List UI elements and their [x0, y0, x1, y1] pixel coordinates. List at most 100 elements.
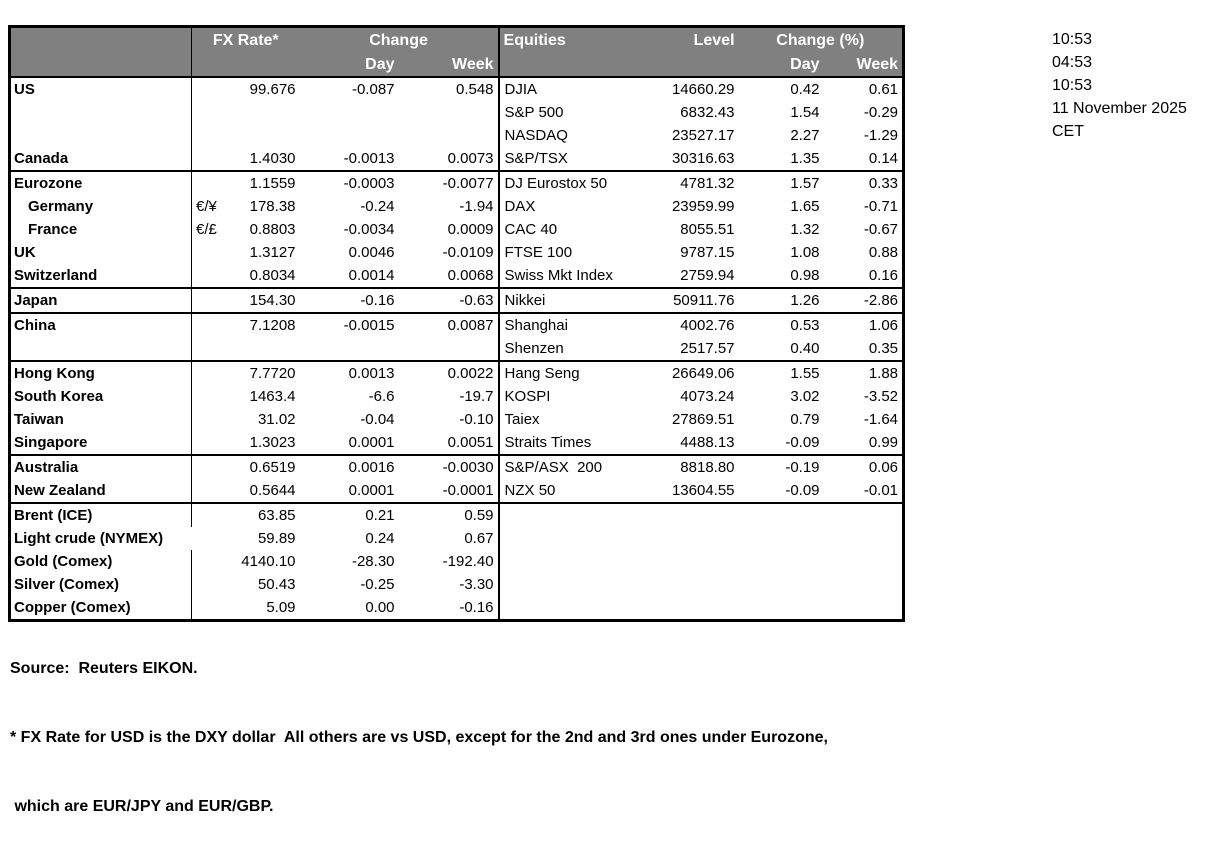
fx-week-change: -0.0001 — [442, 482, 494, 499]
equity-level: 30316.63 — [671, 150, 735, 167]
fx-pair-symbol — [191, 479, 228, 503]
fx-week-change — [399, 337, 499, 361]
equity-name: Swiss Mkt Index — [497, 264, 642, 288]
row-label: Brent (ICE) — [9, 502, 192, 527]
equity-day-change: 1.08 — [790, 244, 820, 261]
equity-week-change: 0.16 — [868, 267, 899, 284]
fx-rate-value: 1463.4 — [249, 388, 296, 405]
fx-day-change: -0.16 — [299, 287, 399, 313]
fx-rate-value: 7.1208 — [227, 312, 300, 337]
fx-week-change: 0.67 — [464, 530, 494, 547]
fx-day-change: -0.0015 — [299, 312, 399, 337]
level-header: Level — [641, 26, 739, 52]
equity-name: KOSPI — [497, 385, 642, 408]
fx-rate-value: 31.02 — [257, 411, 296, 428]
fx-pair-symbol — [191, 170, 228, 195]
equity-week-change: 0.35 — [868, 340, 899, 357]
equity-day-change: 1.35 — [790, 150, 820, 167]
fx-rate-header: FX Rate* — [190, 26, 300, 52]
fx-week-change: -0.0077 — [398, 170, 499, 195]
source-note: Source: Reuters EIKON. — [10, 660, 198, 677]
fx-rate-value — [228, 337, 300, 361]
table-row: Copper (Comex) 5.09 0.00 -0.16 — [10, 596, 904, 621]
equity-name — [497, 527, 642, 550]
fx-week-change — [399, 124, 499, 147]
fx-day-change: 0.21 — [299, 502, 399, 527]
equity-level: 8818.80 — [641, 454, 739, 479]
equity-name: S&P 500 — [497, 101, 642, 124]
fx-day-change: -0.25 — [360, 576, 395, 593]
market-report: FX Rate* Change Equities Level Change (%… — [8, 25, 906, 622]
equity-week-change — [824, 527, 904, 550]
equity-week-change: -1.29 — [863, 127, 899, 144]
equity-level: 50911.76 — [641, 287, 739, 313]
equity-level — [642, 527, 739, 550]
equity-day-change: -0.09 — [785, 434, 820, 451]
equity-day-change — [739, 527, 824, 550]
equity-week-change: -2.86 — [823, 287, 904, 313]
timestamp-line: 10:53 — [1052, 31, 1093, 48]
fx-pair-symbol — [191, 337, 228, 361]
timestamp-line: 04:53 — [1052, 54, 1093, 71]
equity-level: 2759.94 — [680, 267, 735, 284]
fx-note-line1: * FX Rate for USD is the DXY dollar All … — [10, 729, 828, 746]
equity-week-change: 0.33 — [823, 170, 904, 195]
fx-pair-symbol — [191, 573, 228, 596]
equity-level — [642, 550, 739, 573]
equity-day-change — [739, 550, 824, 573]
fx-day-change: 0.00 — [365, 599, 395, 616]
equity-week-change — [824, 596, 904, 621]
equity-day-header: Day — [738, 52, 824, 78]
fx-day-header: Day — [299, 52, 399, 78]
fx-week-change: 0.0022 — [398, 360, 499, 385]
row-label: Gold (Comex) — [14, 553, 113, 570]
fx-day-change: -28.30 — [351, 553, 395, 570]
fx-week-change: 0.0073 — [447, 150, 494, 167]
fx-rate-value: 59.89 — [257, 530, 296, 547]
fx-rate-value: 0.8803 — [249, 221, 296, 238]
equity-week-header: Week — [823, 52, 904, 78]
fx-week-change: 0.548 — [455, 81, 494, 98]
equity-day-change: -0.09 — [785, 482, 820, 499]
fx-day-change: 0.0016 — [299, 454, 399, 479]
equity-week-change: -0.29 — [863, 104, 899, 121]
equity-day-change: 1.32 — [790, 221, 820, 238]
row-label: Singapore — [14, 434, 88, 451]
table-row: S&P 500 6832.43 1.54 -0.29 — [10, 101, 904, 124]
equity-week-change: 1.06 — [823, 312, 904, 337]
fx-day-change: -0.24 — [360, 198, 395, 215]
equity-day-change — [739, 573, 824, 596]
market-table: FX Rate* Change Equities Level Change (%… — [8, 25, 906, 622]
fx-day-change: -6.6 — [368, 388, 395, 405]
row-label: South Korea — [14, 388, 104, 405]
row-label: Light crude (NYMEX) — [14, 530, 164, 547]
equity-day-change: 0.98 — [790, 267, 820, 284]
equity-name: NASDAQ — [497, 124, 642, 147]
fx-day-change — [300, 337, 399, 361]
equity-day-change: -0.19 — [738, 454, 824, 479]
row-label — [10, 124, 192, 147]
fx-week-change: -1.94 — [459, 198, 494, 215]
table-row: Hong Kong 7.7720 0.0013 0.0022 Hang Seng 2664… — [9, 360, 904, 385]
fx-week-change: -0.0109 — [442, 244, 494, 261]
table-row: Light crude (NYMEX) 59.89 0.24 0.67 — [10, 527, 904, 550]
equity-level: 2517.57 — [680, 340, 735, 357]
fx-rate-value: 1.4030 — [249, 150, 296, 167]
table-row: Gold (Comex) 4140.10 -28.30 -192.40 — [10, 550, 904, 573]
equity-name — [497, 502, 642, 527]
equity-name — [497, 550, 642, 573]
equity-name: Shenzen — [497, 337, 642, 361]
equity-name: DJ Eurostox 50 — [497, 170, 642, 195]
equity-week-change: -0.67 — [863, 221, 899, 238]
fx-change-header: Change — [299, 26, 499, 52]
table-row: UK 1.3127 0.0046 -0.0109 FTSE 100 9787.15 1.08… — [10, 241, 904, 264]
fx-day-change: 0.0046 — [348, 244, 395, 261]
table-row: Shenzen 2517.57 0.40 0.35 — [10, 337, 904, 361]
fx-pair-symbol — [191, 312, 228, 337]
equity-name: Shanghai — [497, 312, 642, 337]
row-label: UK — [14, 244, 36, 261]
fx-week-change: -0.16 — [459, 599, 494, 616]
row-label: Germany — [28, 198, 94, 215]
equity-name: DAX — [497, 195, 642, 218]
fx-pair-symbol — [191, 147, 228, 171]
